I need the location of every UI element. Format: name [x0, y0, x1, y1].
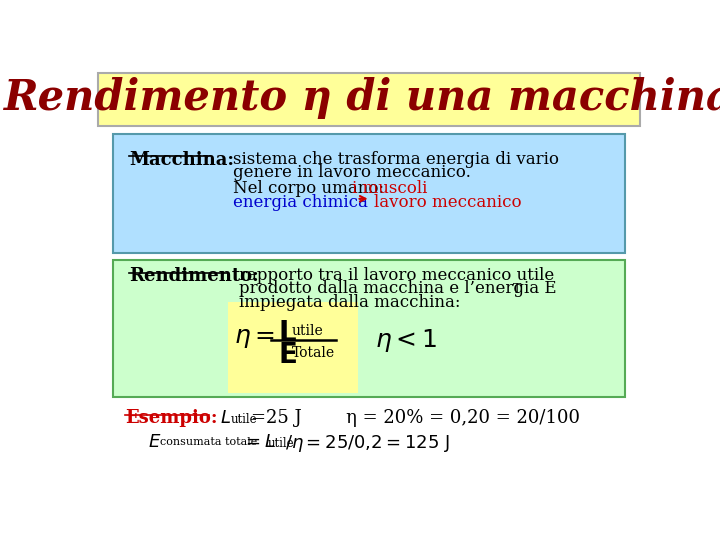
Text: Totale: Totale — [292, 346, 335, 360]
FancyBboxPatch shape — [113, 134, 625, 253]
Text: $\mathbf{E}$: $\mathbf{E}$ — [277, 342, 297, 369]
Text: utile: utile — [292, 323, 323, 338]
Text: prodotto dalla macchina e l’energia E: prodotto dalla macchina e l’energia E — [239, 280, 557, 298]
Text: Esempio:: Esempio: — [125, 409, 217, 427]
Text: η = 20% = 0,20 = 20/100: η = 20% = 0,20 = 20/100 — [346, 409, 580, 427]
Text: genere in lavoro meccanico.: genere in lavoro meccanico. — [233, 164, 472, 181]
Text: Rendimento:: Rendimento: — [129, 267, 258, 285]
Text: $= L$: $= L$ — [242, 433, 275, 451]
Text: utile: utile — [267, 437, 294, 450]
Text: $\mathbf{L}$: $\mathbf{L}$ — [277, 320, 297, 347]
Text: consumata totale: consumata totale — [160, 437, 257, 447]
Text: =25 J: =25 J — [251, 409, 302, 427]
Text: $E$: $E$ — [148, 433, 161, 451]
Text: lavoro meccanico: lavoro meccanico — [374, 194, 521, 211]
Text: $\eta < 1$: $\eta < 1$ — [375, 327, 437, 354]
Text: i muscoli: i muscoli — [352, 180, 428, 197]
Text: T: T — [513, 284, 521, 296]
Text: impiegata dalla macchina:: impiegata dalla macchina: — [239, 294, 460, 311]
Text: $L$: $L$ — [220, 409, 231, 427]
Text: Macchina:: Macchina: — [129, 151, 234, 169]
Text: rapporto tra il lavoro meccanico utile: rapporto tra il lavoro meccanico utile — [239, 267, 554, 284]
Text: $\eta =$: $\eta =$ — [234, 327, 275, 349]
Text: sistema che trasforma energia di vario: sistema che trasforma energia di vario — [233, 151, 559, 168]
FancyBboxPatch shape — [98, 72, 640, 126]
Text: $/\eta = 25/0{,}2 = 125\ \mathrm{J}$: $/\eta = 25/0{,}2 = 125\ \mathrm{J}$ — [285, 433, 450, 454]
Text: energia chimica: energia chimica — [233, 194, 368, 211]
Text: Nel corpo umano:: Nel corpo umano: — [233, 180, 390, 197]
FancyBboxPatch shape — [113, 260, 625, 397]
Text: Rendimento η di una macchina: Rendimento η di una macchina — [4, 77, 720, 119]
FancyBboxPatch shape — [228, 302, 358, 393]
Text: utile: utile — [230, 413, 257, 426]
